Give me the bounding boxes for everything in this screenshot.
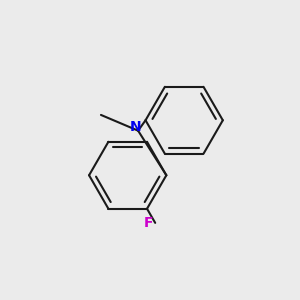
Text: N: N [130,120,142,134]
Text: F: F [144,216,153,230]
